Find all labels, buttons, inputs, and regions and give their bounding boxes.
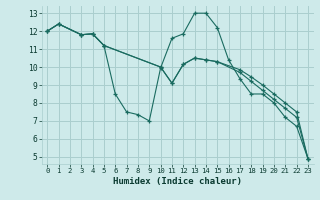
X-axis label: Humidex (Indice chaleur): Humidex (Indice chaleur) bbox=[113, 177, 242, 186]
